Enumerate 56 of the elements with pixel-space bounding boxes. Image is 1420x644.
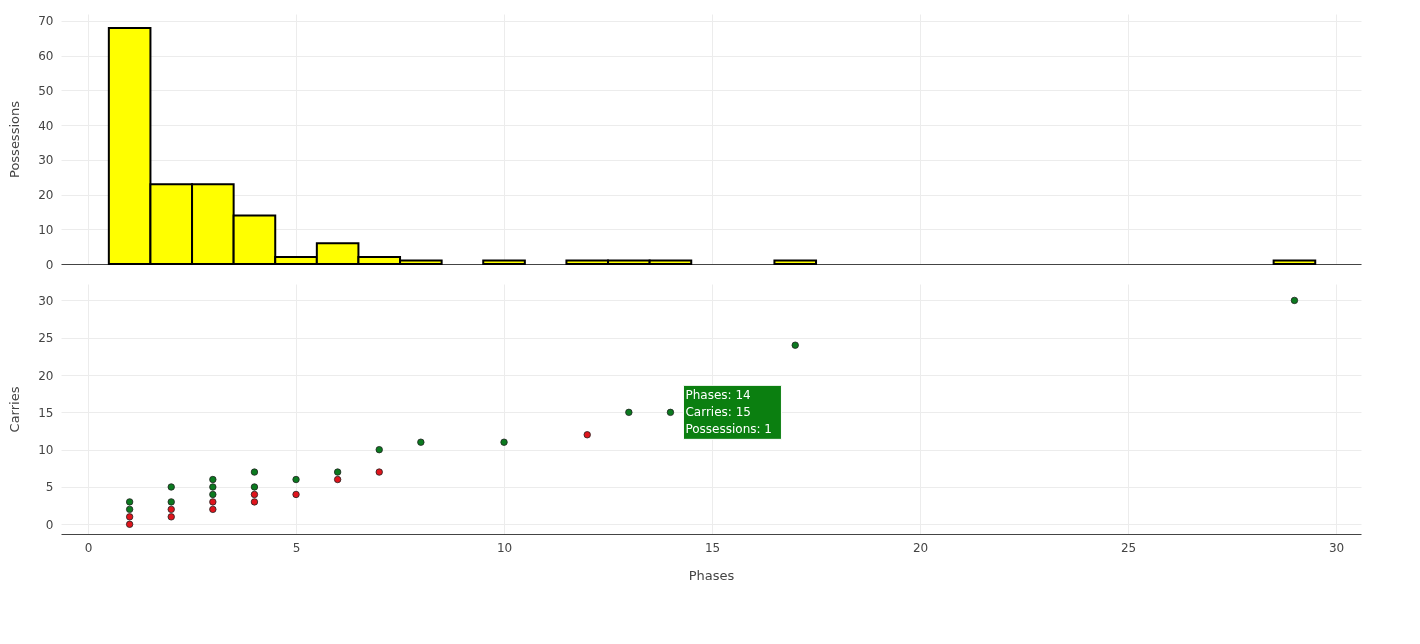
x-tick-label: 30 [1328, 540, 1345, 555]
y-tick-label: 70 [38, 14, 54, 29]
point [209, 505, 217, 514]
point [209, 490, 217, 499]
x-tick-label: 0 [84, 540, 93, 555]
point [126, 520, 134, 528]
y-tick-label: 60 [38, 49, 54, 64]
point [1290, 296, 1299, 305]
y-tick-label: 30 [38, 293, 54, 308]
point [209, 483, 217, 491]
y-axis-title: Possessions [6, 100, 22, 178]
x-tick-label: 10 [496, 540, 513, 555]
y-tick-label: 10 [38, 443, 54, 458]
y-tick-label: 20 [38, 368, 54, 383]
point [292, 475, 300, 484]
point [209, 498, 217, 506]
x-tick-label: 5 [292, 540, 301, 555]
point [167, 498, 175, 506]
y-axis-title: Carries [6, 386, 22, 433]
point [209, 475, 217, 484]
point [250, 490, 259, 499]
point [334, 468, 342, 476]
point [126, 505, 134, 514]
x-tick-label: 20 [912, 540, 929, 555]
point [292, 490, 300, 499]
x-tick-label: 15 [704, 540, 721, 555]
point [250, 498, 259, 506]
x-axis-title: Phases [688, 567, 735, 583]
point [583, 431, 591, 439]
x-tick-label: 25 [1120, 540, 1137, 555]
point [625, 408, 633, 416]
point [126, 498, 134, 506]
point [167, 505, 175, 514]
point [167, 513, 175, 521]
point [500, 438, 508, 446]
point [167, 483, 175, 491]
y-tick-label: 50 [38, 83, 54, 98]
y-tick-label: 20 [38, 188, 54, 203]
y-tick-label: 5 [45, 480, 54, 495]
y-tick-label: 25 [38, 331, 54, 346]
y-tick-label: 0 [45, 257, 54, 272]
point [126, 513, 134, 521]
point [250, 483, 259, 491]
annotation: Phases: 14 Carries: 15 Possessions: 1 [685, 388, 773, 437]
point [250, 468, 259, 476]
y-tick-label: 0 [45, 517, 54, 532]
point [791, 341, 799, 349]
y-tick-label: 30 [38, 153, 54, 168]
point [334, 475, 342, 484]
y-tick-label: 40 [38, 118, 54, 133]
point [375, 446, 383, 454]
point [375, 468, 383, 476]
point [417, 438, 425, 446]
point [666, 408, 675, 416]
y-tick-label: 10 [38, 222, 54, 237]
y-tick-label: 15 [38, 405, 54, 420]
